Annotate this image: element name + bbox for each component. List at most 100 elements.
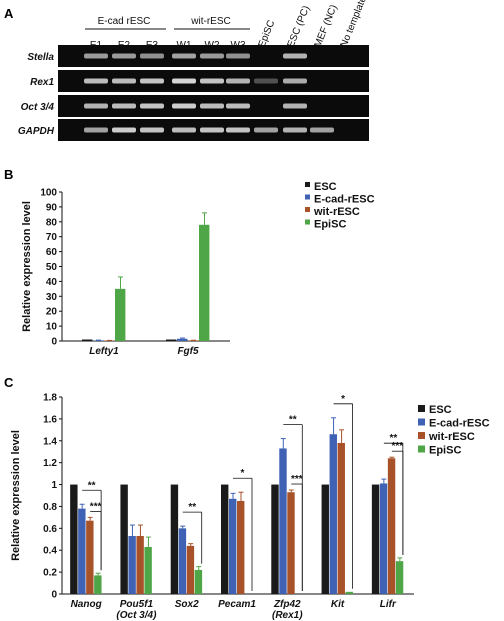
lane-label: ESC (PC) [286,4,313,49]
legend-label: EpiSC [429,445,461,457]
gene-label: Stella [27,52,54,63]
y-tick-label: 30 [46,292,58,303]
gene-label: Oct 3/4 [21,102,55,113]
legend-label: wit-rESC [313,206,360,218]
category-label: Pecam1 [218,599,256,610]
gel-band [226,127,250,133]
sig-label: ** [389,433,397,444]
bar [395,561,404,594]
category-label-sub: (Rex1) [272,610,303,621]
gel-band [112,103,136,109]
y-tick-label: 1.6 [43,414,57,425]
legend-label: E-cad-rESC [314,194,375,206]
legend-swatch [305,219,310,225]
y-tick-label: 0.4 [43,546,57,557]
y-axis-label: Relative expression level [21,201,33,332]
lane-label: MEF (NC) [313,3,340,49]
bar [237,500,245,594]
bar [337,442,345,594]
bar [86,520,94,594]
gel-band [254,78,278,84]
bar [387,458,396,594]
group-label-wit: wit-rESC [190,16,230,27]
gel-band [112,127,136,133]
y-tick-label: 1.8 [43,393,57,404]
legend-label: ESC [429,404,452,416]
bar [128,535,136,594]
legend-label: EpiSC [314,219,346,231]
category-label: Fgf5 [177,346,199,357]
bar [177,338,188,341]
bar [329,434,337,594]
bar [78,508,86,594]
sig-label: * [341,394,345,405]
sig-label: * [241,468,245,479]
category-label: Lifr [380,599,397,610]
sig-label: *** [392,441,404,452]
panel-b-letter: B [4,167,13,182]
gel-band [226,103,250,109]
category-label-sub: (Oct 3/4) [116,610,157,621]
bar [93,340,104,341]
gel-band [283,78,307,84]
y-tick-label: 60 [46,247,58,258]
category-label: Lefty1 [89,346,119,357]
y-tick-label: 0 [51,337,57,348]
bar [194,569,203,594]
category-label: Zfp42 [273,599,301,610]
gel-band [226,53,250,59]
bar [199,224,210,341]
gel-band [200,103,224,109]
bar [70,484,78,594]
gel-band [84,127,108,133]
gel-band [200,127,224,133]
chart-c: 0 0.2 0.4 0.6 0.8 1 1.2 1.4 1.6 1.8 Relative expre… [10,393,490,621]
panel-c-letter: C [4,375,14,390]
gel-band [140,103,164,109]
gene-label: Rex1 [30,77,54,88]
bar [170,484,179,594]
bar [371,484,380,594]
group-label-ecad: E-cad rESC [98,16,151,27]
gel-band [200,78,224,84]
y-axis-label: Relative expression level [10,430,22,561]
legend-swatch [305,194,310,200]
sig-label: ** [88,480,96,491]
lane-label: No template [339,0,370,49]
y-tick-label: 80 [46,217,58,228]
gel-band [84,103,108,109]
sig-label: ** [188,502,196,513]
bar [120,484,128,594]
gel-band [172,53,196,59]
legend-swatch [418,405,425,412]
gel-band [112,78,136,84]
bar [115,288,126,341]
gel-band [283,103,307,109]
legend-swatch [305,207,310,212]
gel-band [283,127,307,133]
y-tick-label: 100 [40,188,57,199]
bar [166,339,177,341]
y-tick-label: 10 [46,322,58,333]
category-label: Pou5f1 [120,599,154,610]
bar [178,528,187,594]
legend-label: wit-rESC [428,431,475,443]
legend-swatch [418,432,425,439]
gel-band [112,53,136,59]
gel-band [172,127,196,133]
bar [379,483,388,594]
gel-band [283,53,307,59]
category-label: Nanog [71,599,102,610]
y-tick-label: 1.2 [43,458,57,469]
panel-a-letter: A [4,6,14,21]
y-tick-label: 0 [51,590,57,601]
bar [82,339,93,341]
category-label: Sox2 [175,599,199,610]
legend-label: ESC [314,181,337,193]
gel-band [140,127,164,133]
bar [221,484,229,594]
gel-band [310,127,334,133]
y-tick-label: 50 [46,262,58,273]
bar [279,448,287,594]
bar [321,484,329,594]
